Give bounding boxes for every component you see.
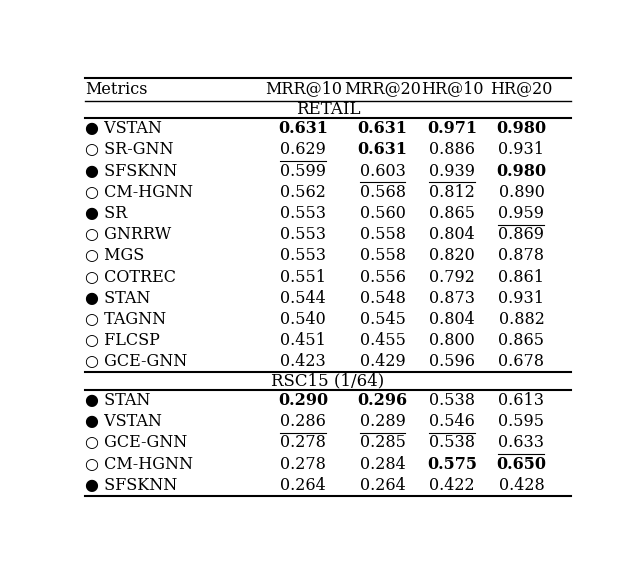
Text: 0.423: 0.423	[280, 353, 326, 370]
Text: 0.878: 0.878	[499, 248, 545, 264]
Text: 0.678: 0.678	[499, 353, 545, 370]
Text: ● SR: ● SR	[85, 205, 127, 222]
Text: 0.939: 0.939	[429, 163, 475, 179]
Text: 0.820: 0.820	[429, 248, 475, 264]
Text: 0.553: 0.553	[280, 226, 326, 243]
Text: RSC15 (1/64): RSC15 (1/64)	[271, 372, 385, 390]
Text: 0.553: 0.553	[280, 205, 326, 222]
Text: 0.558: 0.558	[360, 248, 406, 264]
Text: ○ GNRRW: ○ GNRRW	[85, 226, 172, 243]
Text: 0.556: 0.556	[360, 269, 406, 285]
Text: ● SFSKNN: ● SFSKNN	[85, 163, 177, 179]
Text: 0.422: 0.422	[429, 477, 475, 494]
Text: 0.931: 0.931	[499, 290, 545, 307]
Text: 0.629: 0.629	[280, 142, 326, 159]
Text: ● SFSKNN: ● SFSKNN	[85, 477, 177, 494]
Text: 0.890: 0.890	[499, 184, 545, 201]
Text: 0.804: 0.804	[429, 226, 475, 243]
Text: ● STAN: ● STAN	[85, 392, 150, 409]
Text: 0.650: 0.650	[497, 456, 547, 473]
Text: 0.631: 0.631	[358, 142, 408, 159]
Text: 0.886: 0.886	[429, 142, 475, 159]
Text: 0.290: 0.290	[278, 392, 328, 409]
Text: 0.540: 0.540	[280, 311, 326, 328]
Text: 0.546: 0.546	[429, 413, 475, 430]
Text: 0.800: 0.800	[429, 332, 475, 349]
Text: 0.278: 0.278	[280, 434, 326, 452]
Text: MRR@10: MRR@10	[265, 81, 342, 97]
Text: 0.296: 0.296	[358, 392, 408, 409]
Text: ● VSTAN: ● VSTAN	[85, 413, 162, 430]
Text: 0.455: 0.455	[360, 332, 406, 349]
Text: ○ FLCSP: ○ FLCSP	[85, 332, 160, 349]
Text: 0.289: 0.289	[360, 413, 406, 430]
Text: 0.631: 0.631	[278, 120, 328, 138]
Text: 0.429: 0.429	[360, 353, 405, 370]
Text: 0.603: 0.603	[360, 163, 406, 179]
Text: 0.980: 0.980	[497, 163, 547, 179]
Text: 0.633: 0.633	[499, 434, 545, 452]
Text: 0.812: 0.812	[429, 184, 475, 201]
Text: ○ MGS: ○ MGS	[85, 248, 144, 264]
Text: MRR@20: MRR@20	[344, 81, 421, 97]
Text: 0.264: 0.264	[280, 477, 326, 494]
Text: ○ COTREC: ○ COTREC	[85, 269, 176, 285]
Text: 0.284: 0.284	[360, 456, 405, 473]
Text: 0.568: 0.568	[360, 184, 406, 201]
Text: 0.865: 0.865	[499, 332, 545, 349]
Text: HR@20: HR@20	[490, 81, 552, 97]
Text: 0.286: 0.286	[280, 413, 326, 430]
Text: ○ SR-GNN: ○ SR-GNN	[85, 142, 173, 159]
Text: 0.980: 0.980	[497, 120, 547, 138]
Text: 0.869: 0.869	[499, 226, 545, 243]
Text: 0.971: 0.971	[427, 120, 477, 138]
Text: 0.865: 0.865	[429, 205, 475, 222]
Text: ● VSTAN: ● VSTAN	[85, 120, 162, 138]
Text: 0.278: 0.278	[280, 456, 326, 473]
Text: 0.428: 0.428	[499, 477, 544, 494]
Text: ○ CM-HGNN: ○ CM-HGNN	[85, 456, 193, 473]
Text: 0.558: 0.558	[360, 226, 406, 243]
Text: 0.613: 0.613	[499, 392, 545, 409]
Text: 0.264: 0.264	[360, 477, 405, 494]
Text: 0.451: 0.451	[280, 332, 326, 349]
Text: 0.882: 0.882	[499, 311, 545, 328]
Text: 0.599: 0.599	[280, 163, 326, 179]
Text: 0.631: 0.631	[358, 120, 408, 138]
Text: ○ TAGNN: ○ TAGNN	[85, 311, 166, 328]
Text: 0.560: 0.560	[360, 205, 406, 222]
Text: 0.553: 0.553	[280, 248, 326, 264]
Text: 0.959: 0.959	[499, 205, 545, 222]
Text: RETAIL: RETAIL	[296, 101, 360, 118]
Text: ● STAN: ● STAN	[85, 290, 150, 307]
Text: ○ GCE-GNN: ○ GCE-GNN	[85, 434, 188, 452]
Text: 0.792: 0.792	[429, 269, 475, 285]
Text: 0.551: 0.551	[280, 269, 326, 285]
Text: 0.861: 0.861	[499, 269, 545, 285]
Text: 0.538: 0.538	[429, 392, 475, 409]
Text: 0.548: 0.548	[360, 290, 406, 307]
Text: ○ CM-HGNN: ○ CM-HGNN	[85, 184, 193, 201]
Text: 0.931: 0.931	[499, 142, 545, 159]
Text: 0.804: 0.804	[429, 311, 475, 328]
Text: Metrics: Metrics	[85, 81, 147, 97]
Text: ○ GCE-GNN: ○ GCE-GNN	[85, 353, 188, 370]
Text: 0.595: 0.595	[499, 413, 545, 430]
Text: 0.285: 0.285	[360, 434, 406, 452]
Text: 0.545: 0.545	[360, 311, 406, 328]
Text: HR@10: HR@10	[420, 81, 483, 97]
Text: 0.596: 0.596	[429, 353, 475, 370]
Text: 0.575: 0.575	[427, 456, 477, 473]
Text: 0.562: 0.562	[280, 184, 326, 201]
Text: 0.544: 0.544	[280, 290, 326, 307]
Text: 0.538: 0.538	[429, 434, 475, 452]
Text: 0.873: 0.873	[429, 290, 475, 307]
